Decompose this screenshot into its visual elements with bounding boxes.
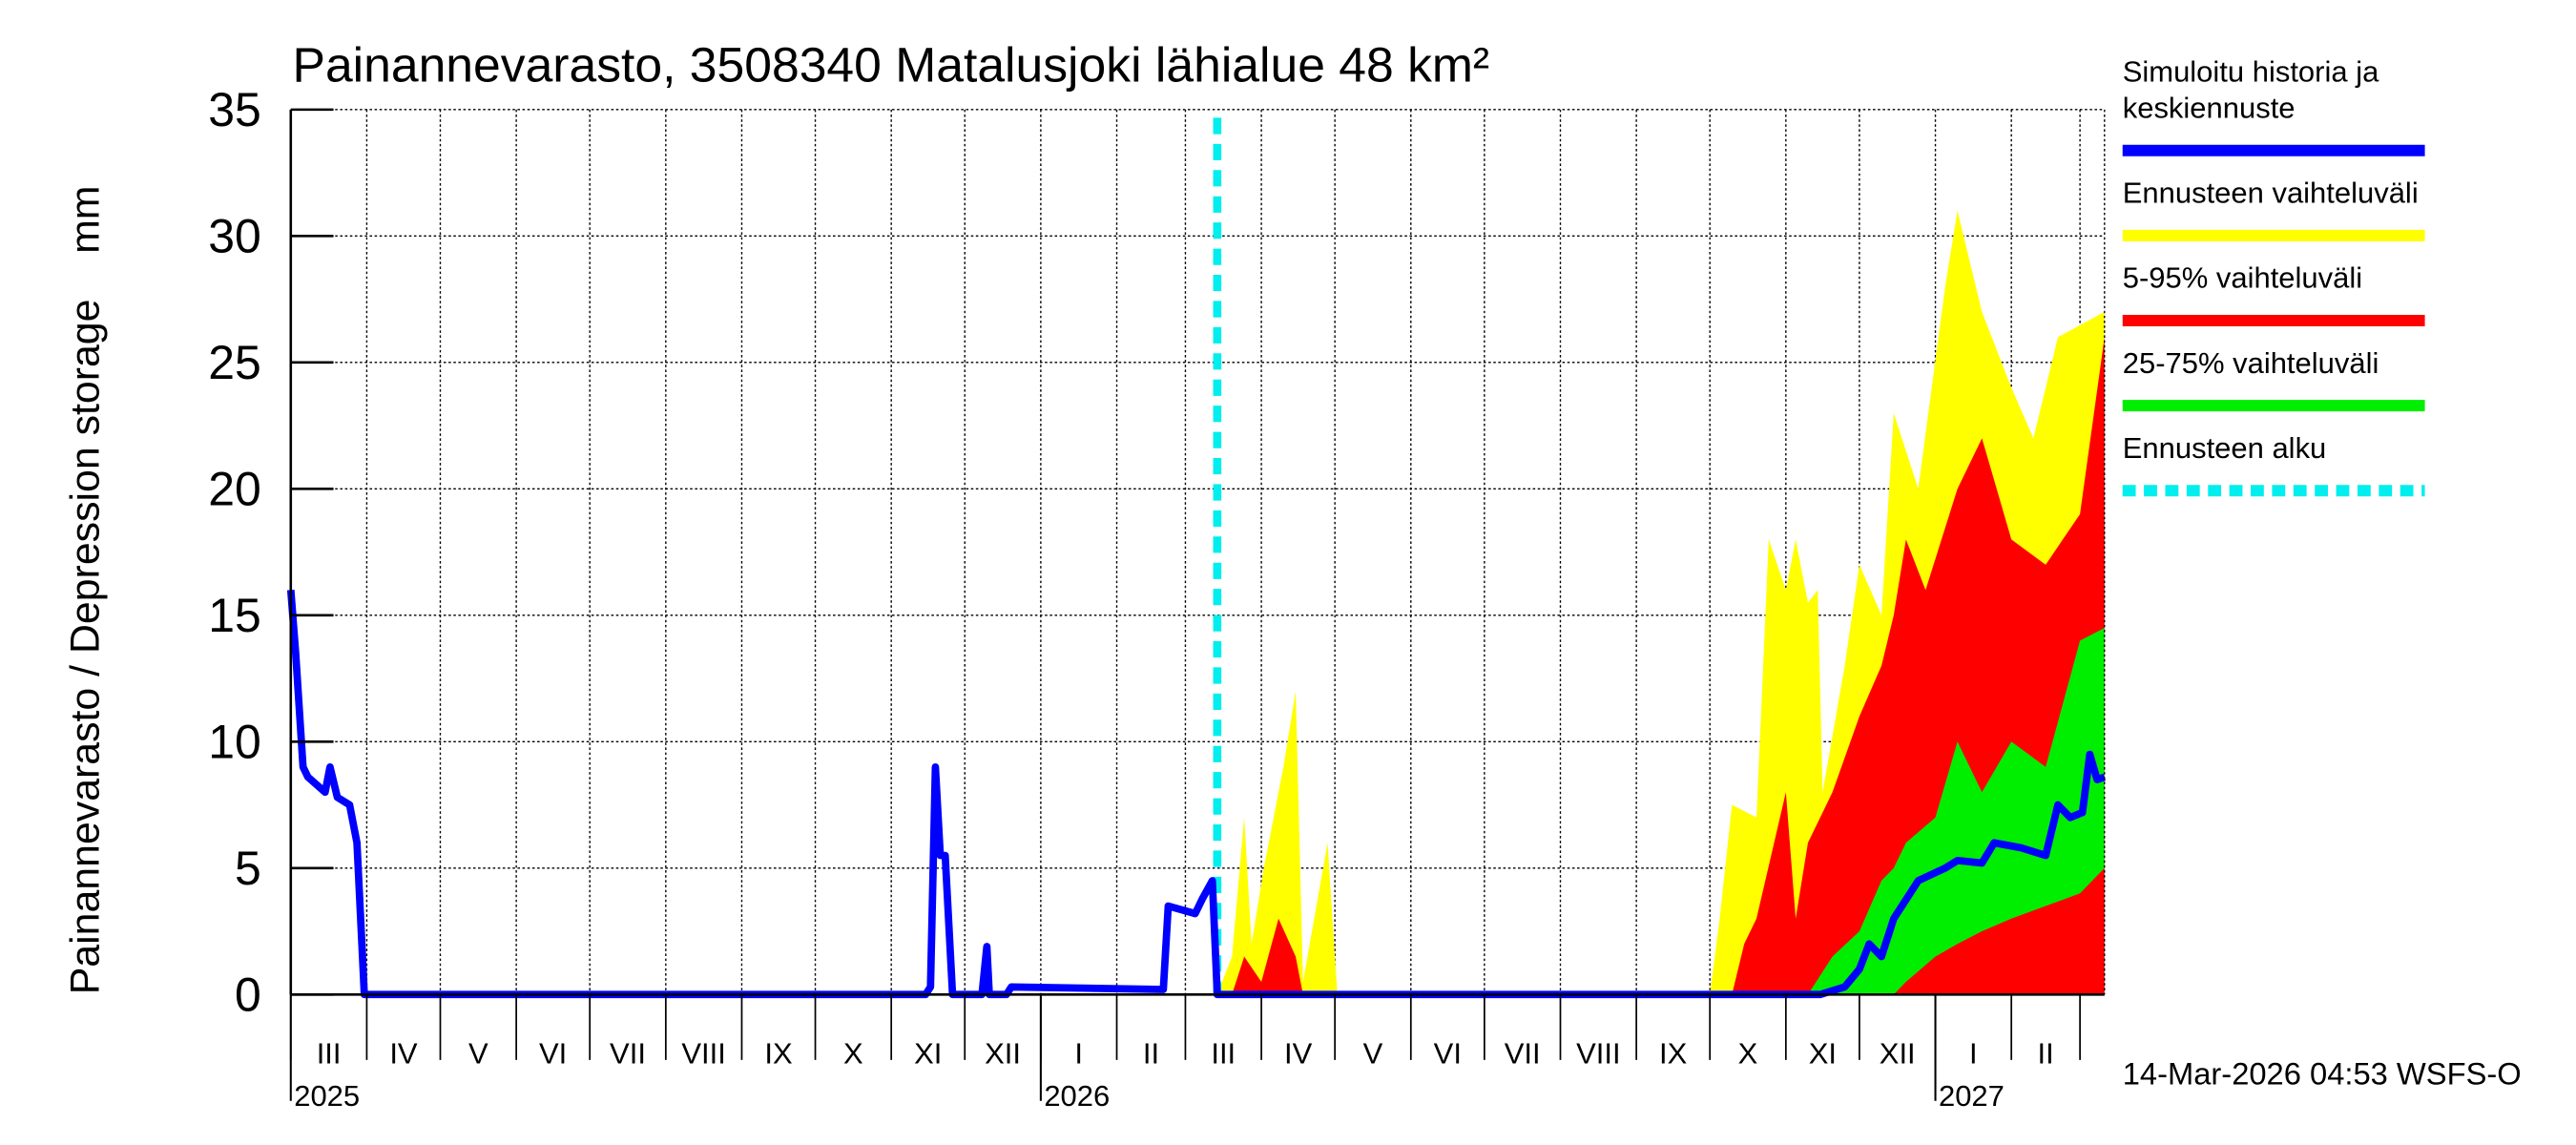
month-label: III	[317, 1036, 342, 1070]
month-label: VIII	[681, 1036, 725, 1070]
month-label: VII	[610, 1036, 646, 1070]
month-label: IV	[389, 1036, 418, 1070]
month-label: II	[1143, 1036, 1159, 1070]
legend-label: keskiennuste	[2123, 91, 2296, 124]
median-line	[286, 590, 2107, 999]
month-label: I	[1969, 1036, 1978, 1070]
lines	[286, 117, 2107, 999]
month-label: X	[1738, 1036, 1758, 1070]
y-tick-label: 5	[235, 842, 261, 895]
month-label: V	[1363, 1036, 1383, 1070]
band-5-95-vaihteluv-li	[1232, 337, 2105, 995]
legend-label: Ennusteen vaihteluväli	[2123, 177, 2419, 210]
month-label: VI	[1434, 1036, 1462, 1070]
legend-label: 25-75% vaihteluväli	[2123, 346, 2379, 380]
year-label: 2026	[1044, 1079, 1110, 1113]
month-label: I	[1074, 1036, 1083, 1070]
month-label: VIII	[1576, 1036, 1620, 1070]
band-25-75-vaihteluv-li	[1807, 628, 2105, 995]
legend-label: Simuloitu historia ja	[2123, 55, 2379, 89]
month-label: VI	[539, 1036, 567, 1070]
legend-label: Ennusteen alku	[2123, 431, 2327, 465]
month-label: XII	[1880, 1036, 1916, 1070]
month-label: III	[1211, 1036, 1236, 1070]
month-label: VII	[1505, 1036, 1541, 1070]
legend-label: 5-95% vaihteluväli	[2123, 261, 2362, 295]
y-tick-label: 20	[208, 463, 261, 516]
year-label: 2027	[1939, 1079, 2005, 1113]
bands	[1216, 210, 2105, 995]
month-label: IX	[1659, 1036, 1687, 1070]
year-label: 2025	[294, 1079, 360, 1113]
month-label: IV	[1284, 1036, 1313, 1070]
footer-timestamp: 14-Mar-2026 04:53 WSFS-O	[2123, 1056, 2522, 1092]
y-tick-label: 25	[208, 336, 261, 389]
y-axis-label: Painannevarasto / Depression storage mm	[62, 186, 108, 995]
y-tick-label: 30	[208, 210, 261, 263]
y-tick-label: 0	[235, 968, 261, 1022]
month-label: XII	[985, 1036, 1021, 1070]
month-label: XI	[1809, 1036, 1837, 1070]
month-label: X	[843, 1036, 863, 1070]
chart-title: Painannevarasto, 3508340 Matalusjoki läh…	[293, 37, 1490, 93]
y-tick-label: 10	[208, 716, 261, 769]
month-label: XI	[914, 1036, 942, 1070]
month-label: II	[2038, 1036, 2054, 1070]
y-tick-label: 35	[208, 83, 261, 136]
y-tick-label: 15	[208, 589, 261, 642]
month-label: V	[468, 1036, 488, 1070]
month-label: IX	[764, 1036, 792, 1070]
